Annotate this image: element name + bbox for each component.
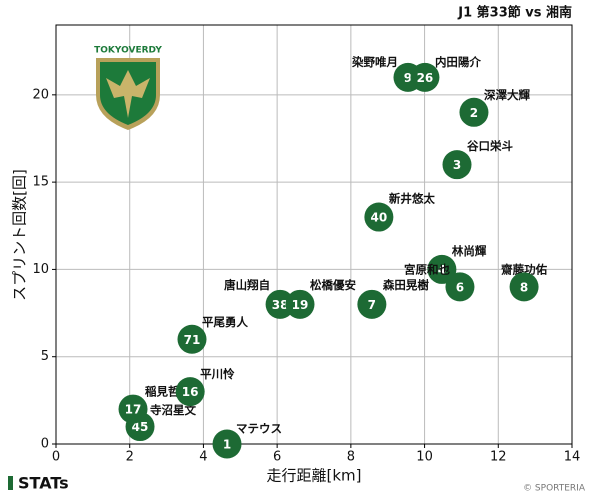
player-name: 染野唯月	[351, 55, 398, 69]
point	[265, 289, 295, 319]
player-name: 齋藤功佑	[500, 262, 547, 276]
player-name: 森田晃樹	[383, 278, 429, 292]
point	[118, 394, 148, 424]
y-tick-label: 15	[32, 175, 49, 190]
player-number: 2	[470, 106, 478, 120]
logo-eagle	[106, 70, 150, 118]
point	[509, 272, 539, 302]
player-name: 唐山翔自	[223, 278, 270, 292]
x-tick-label: 8	[347, 450, 355, 465]
credit: © SPORTERIA	[523, 484, 586, 494]
player-name: 林尚輝	[452, 244, 487, 258]
player-number: 38	[272, 298, 289, 312]
player-number: 4	[438, 263, 446, 277]
point	[175, 377, 205, 407]
brand: STATs	[18, 474, 69, 493]
player: 森田晃樹 7	[357, 278, 429, 319]
player-number: 71	[184, 333, 201, 347]
player-number: 19	[292, 298, 309, 312]
x-tick-label: 0	[52, 450, 60, 465]
player-number: 16	[182, 385, 199, 399]
logo: TOKYOVERDY	[94, 46, 162, 130]
point	[285, 289, 315, 319]
y-tick-label: 20	[32, 87, 49, 102]
plot-frame	[55, 24, 573, 445]
point	[445, 272, 475, 302]
player: 谷口栄斗 3	[442, 139, 514, 180]
player-name: 深澤大輝	[484, 88, 530, 102]
y-axis-label: スプリント回数[回]	[11, 169, 29, 301]
point	[459, 97, 489, 127]
player-name: 平尾勇人	[202, 315, 248, 329]
logo-text: TOKYOVERDY	[94, 46, 162, 56]
x-tick-label: 14	[564, 450, 581, 465]
player: 宮原和也 6	[404, 262, 475, 302]
point	[442, 150, 472, 180]
player-name: 谷口栄斗	[467, 139, 513, 153]
player-number: 3	[453, 158, 461, 172]
player-number: 6	[456, 280, 464, 294]
player-number: 9	[404, 71, 412, 85]
player: 林尚輝 4	[427, 244, 487, 284]
player-name: 寺沼星文	[150, 403, 196, 417]
x-tick-label: 6	[273, 450, 281, 465]
x-tick-label: 12	[490, 450, 507, 465]
brand-mark	[8, 476, 13, 490]
x-axis-label: 走行距離[km]	[266, 467, 361, 485]
point	[212, 429, 242, 459]
x-tick-label: 2	[126, 450, 134, 465]
chart-title: J1 第33節 vs 湘南	[457, 5, 572, 21]
player-number: 17	[125, 403, 142, 417]
player: 深澤大輝 2	[459, 88, 530, 127]
player-name: 平川怜	[200, 367, 235, 381]
point	[410, 62, 440, 92]
player-name: 宮原和也	[404, 262, 450, 276]
player-name: 新井悠太	[389, 192, 435, 206]
player-name: 内田陽介	[435, 55, 481, 69]
point	[357, 289, 387, 319]
player-number: 45	[132, 420, 149, 434]
x-tick-label: 4	[199, 450, 207, 465]
player-number: 26	[417, 71, 434, 85]
y-tick-label: 5	[41, 349, 49, 364]
point	[364, 202, 394, 232]
x-tick-label: 10	[416, 450, 433, 465]
point	[177, 324, 207, 354]
player-number: 40	[371, 211, 388, 225]
player: マテウス 1	[212, 422, 282, 459]
player-number: 1	[223, 438, 231, 452]
player-name: マテウス	[236, 422, 282, 436]
player-name: 松橋優安	[310, 278, 356, 292]
player-number: 7	[368, 298, 376, 312]
y-tick-label: 10	[32, 262, 49, 277]
player-number: 8	[520, 280, 528, 294]
point	[427, 254, 457, 284]
player: 齋藤功佑 8	[500, 262, 548, 302]
y-tick-label: 0	[41, 437, 49, 452]
